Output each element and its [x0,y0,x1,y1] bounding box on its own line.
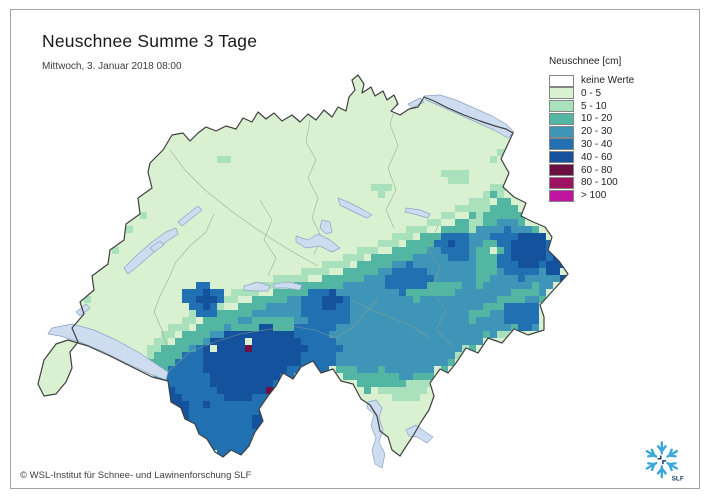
legend-row: keine Werte [549,74,635,87]
legend-label: 80 - 100 [581,177,618,189]
legend-row: 40 - 60 [549,151,634,164]
legend-label: 0 - 5 [581,87,602,99]
legend-row: 5 - 10 [549,100,634,113]
legend-row: > 100 [549,189,634,202]
legend-row: 60 - 80 [549,164,634,177]
legend-row: 30 - 40 [549,138,634,151]
legend-swatch [549,176,574,189]
legend-title: Neuschnee [cm] [549,56,622,67]
slf-logo: SLF [645,441,684,482]
legend-row: 20 - 30 [549,125,634,138]
legend-swatch [549,87,574,100]
legend-label: 20 - 30 [581,126,613,138]
legend-swatch [549,100,574,113]
slf-logo-text: SLF [672,475,684,482]
slf-logo-center-mark [657,455,667,465]
legend-swatch [549,189,574,202]
legend-swatch [549,151,574,164]
legend-label: keine Werte [581,75,635,86]
legend-row: 10 - 20 [549,112,634,125]
legend-swatch [549,74,574,87]
legend-label: > 100 [581,190,607,202]
legend-swatch [549,164,574,177]
legend-swatch [549,112,574,125]
copyright-text: © WSL-Institut für Schnee- und Lawinenfo… [20,470,252,481]
legend-swatch [549,125,574,138]
legend-label: 40 - 60 [581,151,613,163]
map-date: Mittwoch, 3. Januar 2018 08:00 [42,61,182,72]
legend-label: 30 - 40 [581,138,613,150]
legend-row: 80 - 100 [549,176,634,189]
page-frame [10,9,700,489]
legend-swatch [549,138,574,151]
legend-label: 60 - 80 [581,164,613,176]
legend-label: 5 - 10 [581,100,607,112]
legend-row: 0 - 5 [549,87,634,100]
page-title: Neuschnee Summe 3 Tage [42,31,258,51]
slf-snowflake-icon [645,441,679,479]
legend-label: 10 - 20 [581,113,613,125]
